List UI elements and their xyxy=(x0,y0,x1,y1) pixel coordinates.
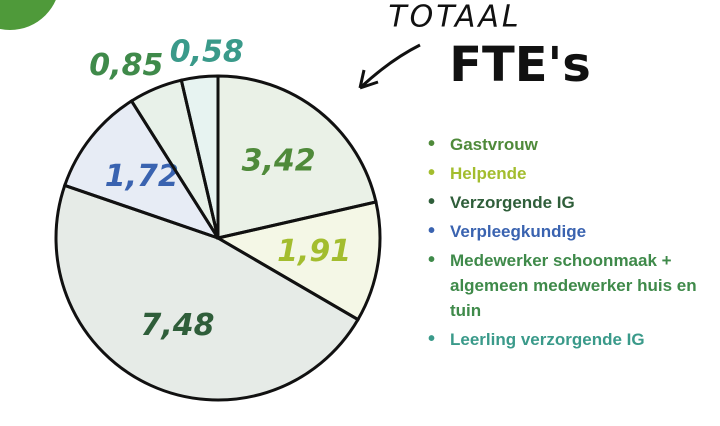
legend-item: • Verpleegkundige xyxy=(428,219,698,244)
legend-label: Verzorgende IG xyxy=(450,193,575,212)
legend-item: • Verzorgende IG xyxy=(428,190,698,215)
legend-item: • Leerling verzorgende IG xyxy=(428,327,698,352)
data-label: 3,42 xyxy=(242,144,316,179)
pie-slice xyxy=(213,200,382,322)
chart-title: TOTAAL xyxy=(388,0,521,35)
pie-slice xyxy=(179,74,220,239)
legend-bullet: • xyxy=(428,328,436,350)
legend-bullet: • xyxy=(428,191,436,213)
pie: 3,42 1,91 7,48 1,72 0,85 0,58 xyxy=(54,35,382,402)
data-label: 1,72 xyxy=(105,159,179,194)
data-label: 7,48 xyxy=(141,308,215,343)
pie-slice xyxy=(54,183,361,402)
legend: • Gastvrouw • Helpende • Verzorgende IG • Verpl… xyxy=(428,132,698,356)
legend-bullet: • xyxy=(428,133,436,155)
legend-label: Verpleegkundige xyxy=(450,222,587,241)
corner-badge xyxy=(0,0,56,30)
pie-slice xyxy=(216,74,378,240)
legend-bullet: • xyxy=(428,249,436,271)
pie-slice xyxy=(62,98,222,241)
legend-label: Gastvrouw xyxy=(450,135,538,154)
legend-label: Medewerker schoonmaak + algemeen medewer… xyxy=(450,251,697,320)
legend-bullet: • xyxy=(428,162,436,184)
legend-bullet: • xyxy=(428,220,436,242)
data-label: 0,58 xyxy=(170,35,244,70)
data-label: 0,85 xyxy=(89,48,163,83)
legend-label: Leerling verzorgende IG xyxy=(450,330,645,349)
legend-item: • Helpende xyxy=(428,161,698,186)
chart-subtitle: FTE's xyxy=(449,37,591,93)
arrow xyxy=(358,43,421,90)
legend-label: Helpende xyxy=(450,164,527,183)
data-label: 1,91 xyxy=(277,234,351,269)
legend-item: • Medewerker schoonmaak + algemeen medewe… xyxy=(428,248,698,323)
legend-item: • Gastvrouw xyxy=(428,132,698,157)
